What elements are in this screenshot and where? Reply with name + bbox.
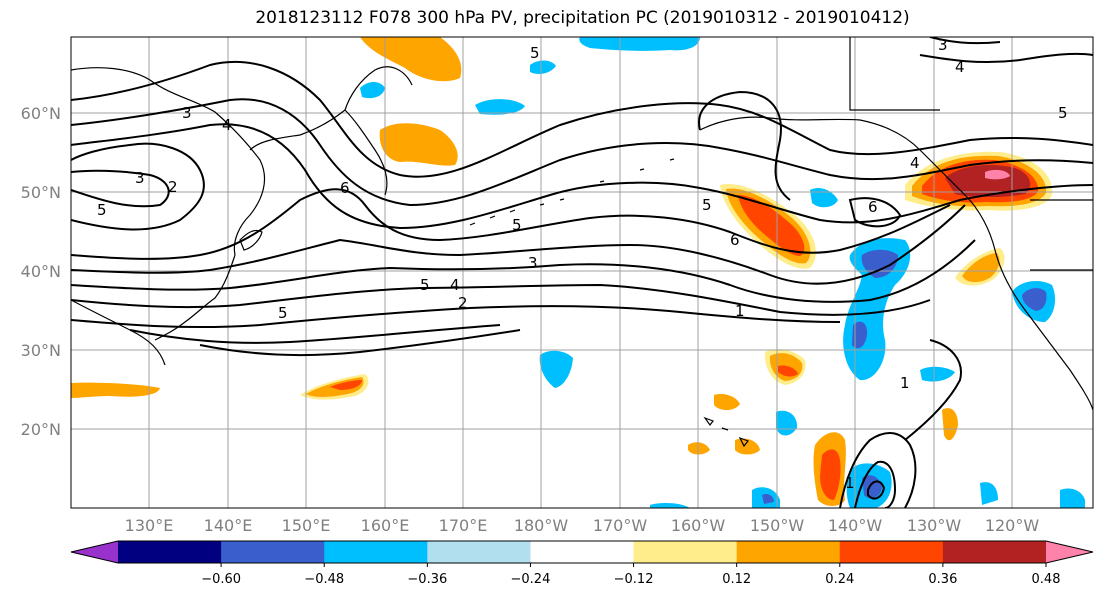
contour-label: 2 <box>458 294 468 312</box>
colorbar-tick-label: −0.48 <box>304 572 344 587</box>
contour-label-group: 5 3 4 3 2 1 5 6 5 3 4 5 2 5 5 6 1 1 3 4 … <box>97 36 1068 492</box>
contour-label: 5 <box>512 216 522 234</box>
contour-label: 5 <box>1058 104 1068 122</box>
pv-contours <box>71 37 1093 508</box>
lon-label: 120°W <box>985 516 1040 535</box>
lon-label: 130°E <box>125 516 174 535</box>
contour-label: 1 <box>735 302 745 320</box>
coastlines <box>71 37 1093 448</box>
colorbar-tick-label: −0.60 <box>201 572 241 587</box>
colorbar-segment <box>118 541 222 563</box>
colorbar-tick-label: −0.24 <box>511 572 551 587</box>
contour-label: 3 <box>182 104 192 122</box>
contour-label: 5 <box>97 201 107 219</box>
longitude-labels: 130°E 140°E 150°E 160°E 170°E 180°W 170°… <box>125 516 1040 535</box>
lon-label: 160°E <box>361 516 410 535</box>
contour-label: 4 <box>222 116 232 134</box>
colorbar-tick-label: 0.48 <box>1032 572 1061 587</box>
contour-label: 5 <box>702 196 712 214</box>
lon-label: 150°W <box>750 516 805 535</box>
contour-label: 4 <box>910 154 920 172</box>
map-frame <box>70 36 1094 509</box>
colorbar-extend-max <box>1046 541 1093 563</box>
colorbar-segment <box>839 541 944 563</box>
contour-label: 3 <box>135 169 145 187</box>
graticule <box>71 37 1093 508</box>
contour-label: 3 <box>528 254 538 272</box>
colorbar-segment <box>736 541 841 563</box>
contour-label: 4 <box>450 276 460 294</box>
latitude-labels: 60°N 50°N 40°N 30°N 20°N <box>21 104 61 439</box>
lat-label: 20°N <box>21 420 61 439</box>
contour-label: 6 <box>868 198 878 216</box>
colorbar-segment <box>633 541 738 563</box>
contour-label: 5 <box>530 44 540 62</box>
lon-label: 170°W <box>593 516 648 535</box>
contour-label: 1 <box>845 474 855 492</box>
lon-label: 130°W <box>907 516 962 535</box>
colorbar-segment <box>530 541 635 563</box>
lon-label: 160°W <box>671 516 726 535</box>
contour-label: 5 <box>420 276 430 294</box>
colorbar-segment <box>221 541 325 563</box>
map-title: 2018123112 F078 300 hPa PV, precipitatio… <box>255 8 910 28</box>
colorbar-outline <box>70 540 1094 564</box>
lat-label: 30°N <box>21 341 61 360</box>
colorbar-tick-label: −0.36 <box>407 572 447 587</box>
lon-label: 150°E <box>282 516 331 535</box>
colorbar-segment <box>324 541 428 563</box>
precipitation-shading <box>71 37 1085 508</box>
colorbar: −0.60 −0.48 −0.36 −0.24 −0.12 0.12 0.24 0.36 0.4… <box>70 540 1094 587</box>
contour-label: 6 <box>340 179 350 197</box>
contour-label: 1 <box>900 374 910 392</box>
contour-label: 3 <box>938 36 948 54</box>
colorbar-tick-label: 0.12 <box>722 572 751 587</box>
colorbar-tick-label: 0.24 <box>825 572 854 587</box>
contour-label: 4 <box>955 58 965 76</box>
lon-label: 180°W <box>514 516 569 535</box>
lon-label: 140°E <box>204 516 253 535</box>
lat-label: 40°N <box>21 262 61 281</box>
colorbar-tick-label: 0.36 <box>928 572 957 587</box>
colorbar-tick-label: −0.12 <box>614 572 654 587</box>
colorbar-segment <box>942 541 1047 563</box>
lon-label: 170°E <box>439 516 488 535</box>
contour-label: 6 <box>730 231 740 249</box>
lat-label: 60°N <box>21 104 61 123</box>
lon-label: 140°W <box>828 516 883 535</box>
contour-label: 5 <box>278 304 288 322</box>
colorbar-extend-min <box>71 541 118 563</box>
colorbar-segment <box>427 541 531 563</box>
lat-label: 50°N <box>21 183 61 202</box>
contour-label: 2 <box>168 178 178 196</box>
